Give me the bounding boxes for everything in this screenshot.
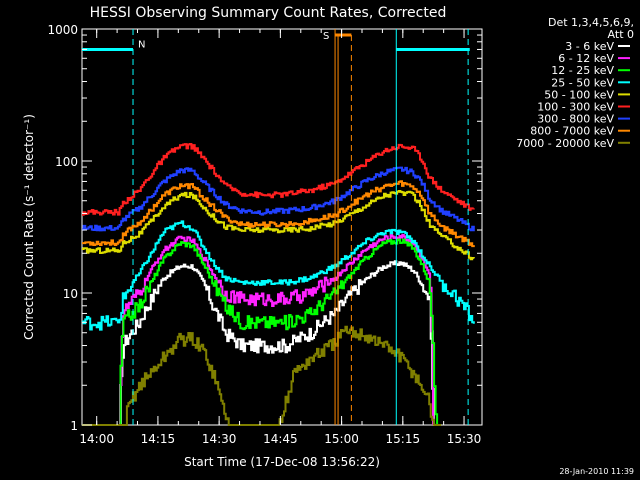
x-axis-label: Start Time (17-Dec-08 13:56:22) [184, 455, 380, 469]
series-line-7000-20000-kev [82, 325, 442, 426]
x-tick-label: 14:00 [79, 432, 114, 446]
x-tick-label: 15:00 [324, 432, 359, 446]
series-line-25-50-kev [82, 220, 475, 331]
series-line-50-100-kev [82, 190, 475, 261]
saa-label: S [323, 31, 329, 42]
legend-label: 7000 - 20000 keV [516, 137, 614, 150]
legend-label: 50 - 100 keV [544, 88, 614, 101]
series-line-3-6-kev [82, 260, 442, 426]
series-line-6-12-kev [82, 233, 434, 426]
legend-label: 6 - 12 keV [558, 52, 614, 65]
legend-title-line-1: Det 1,3,4,5,6,9, [548, 16, 634, 29]
legend-label: 100 - 300 keV [537, 101, 614, 114]
series-line-800-7000-kev [82, 180, 475, 248]
x-tick-label: 14:15 [141, 432, 176, 446]
y-tick-label: 1 [70, 419, 78, 433]
y-tick-label: 100 [55, 155, 78, 169]
night-label: N [138, 39, 145, 50]
x-tick-label: 14:45 [263, 432, 298, 446]
legend-label: 300 - 800 keV [537, 113, 614, 126]
series-line-300-800-kev [82, 166, 475, 232]
timestamp: 28-Jan-2010 11:39 [559, 467, 634, 476]
legend-label: 25 - 50 keV [551, 76, 614, 89]
y-axis-label: Corrected Count Rate (s⁻¹ detector⁻¹) [22, 114, 36, 340]
legend-title-line-2: Att 0 [608, 28, 634, 41]
legend-label: 12 - 25 keV [551, 64, 614, 77]
axes-layer: 1 10 100 1000 14:00 14:15 14:30 14:45 15:00 15:15… [47, 23, 482, 446]
y-tick-label: 1000 [47, 23, 78, 37]
x-tick-label: 14:30 [202, 432, 237, 446]
x-tick-label: 15:30 [447, 432, 482, 446]
annotation-layer: NS [82, 29, 470, 425]
y-tick-label: 10 [63, 287, 78, 301]
x-tick-label: 15:15 [386, 432, 421, 446]
series-line-12-25-kev [82, 238, 439, 426]
legend-label: 800 - 7000 keV [530, 125, 614, 138]
chart-title: HESSI Observing Summary Count Rates, Cor… [90, 5, 447, 21]
series-layer [82, 143, 475, 426]
plot-frame [81, 28, 483, 426]
legend-label: 3 - 6 keV [565, 40, 614, 53]
series-line-100-300-kev [82, 143, 475, 216]
